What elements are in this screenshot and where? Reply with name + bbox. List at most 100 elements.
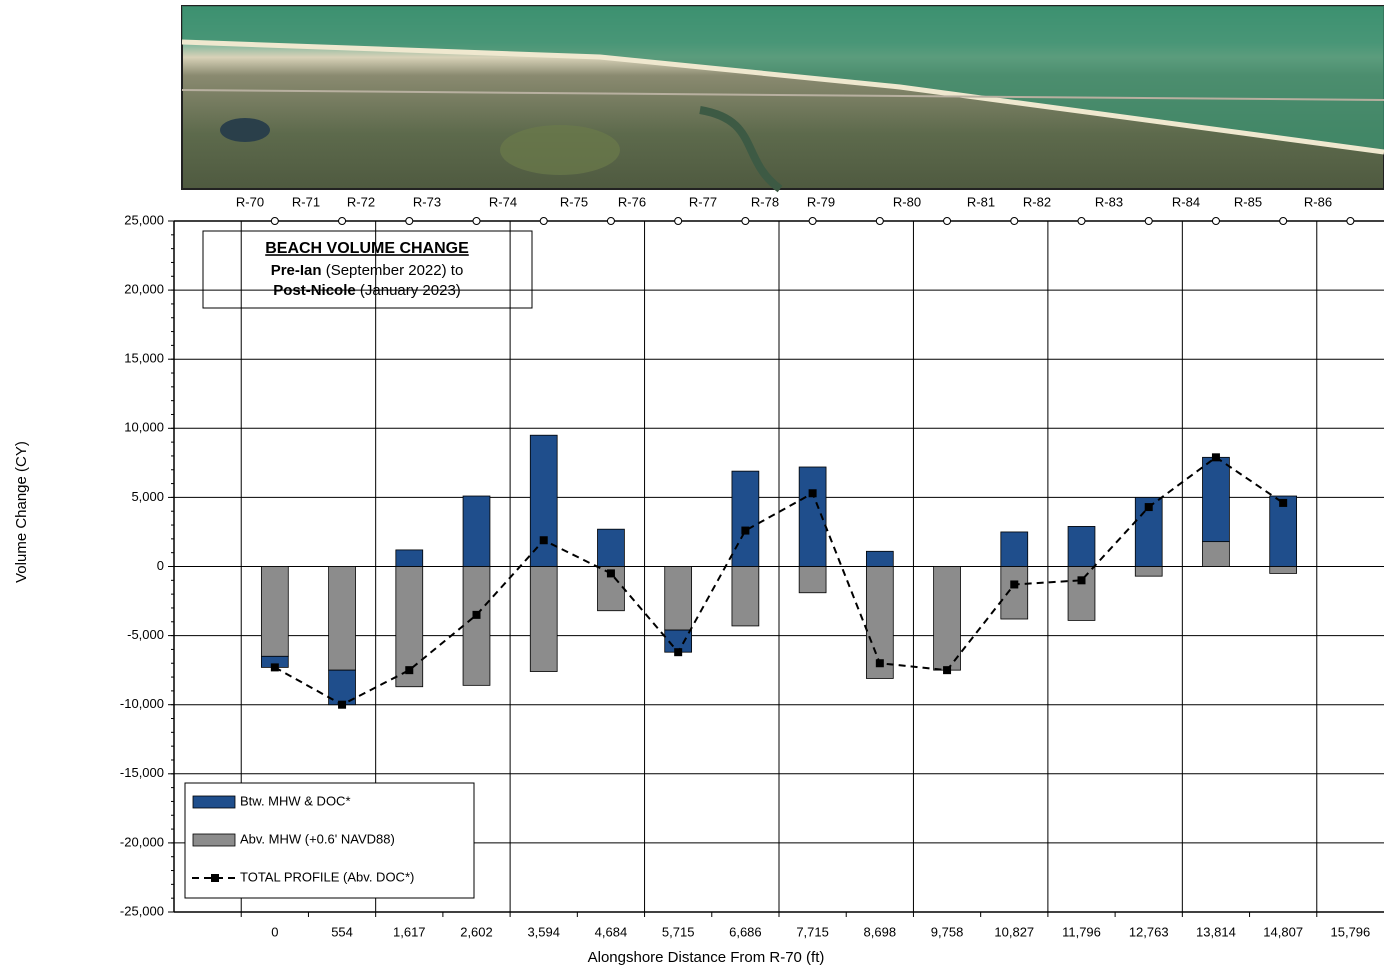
profile-marker (808, 217, 817, 225)
legend-marker (211, 874, 219, 882)
bar (933, 566, 961, 671)
y-tick-label: 15,000 (124, 351, 164, 366)
subtitle: Pre-Ian (September 2022) to (271, 262, 464, 279)
bar (462, 566, 491, 686)
x-tick-label: 0 (271, 924, 278, 939)
y-tick-label: -25,000 (120, 903, 164, 918)
y-tick-label: -5,000 (127, 627, 164, 642)
bar (1067, 566, 1096, 621)
line-marker (943, 666, 952, 675)
profile-label: R-80 (893, 194, 921, 209)
y-tick-label: -15,000 (120, 765, 164, 780)
line (274, 456, 1284, 706)
bar (1067, 526, 1096, 567)
line-marker (1077, 576, 1086, 585)
profile-marker (338, 217, 347, 225)
bar (1269, 566, 1298, 574)
y-axis-label: Volume Change (CY) (13, 441, 30, 583)
x-tick-label: 9,758 (931, 924, 964, 939)
legend-label: TOTAL PROFILE (Abv. DOC*) (240, 869, 414, 884)
profile-label: R-82 (1023, 194, 1051, 209)
chart-title: BEACH VOLUME CHANGE (265, 240, 469, 257)
profile-marker (539, 217, 548, 225)
y-tick-label: 25,000 (124, 212, 164, 227)
line-marker (875, 659, 884, 668)
bar (664, 566, 693, 631)
bar (1000, 566, 1029, 620)
x-tick-label: 12,763 (1129, 924, 1169, 939)
x-axis-label: Alongshore Distance From R-70 (ft) (588, 949, 825, 966)
x-tick-label: 15,796 (1331, 924, 1371, 939)
profile-marker (1279, 217, 1288, 225)
aerial-photo (181, 5, 1384, 193)
profile-marker (472, 217, 481, 225)
profile-label: R-78 (751, 194, 779, 209)
line-marker (741, 526, 750, 535)
y-tick-label: 20,000 (124, 282, 164, 297)
bar (1000, 531, 1029, 567)
profile-marker (1346, 217, 1355, 225)
line-marker (1279, 498, 1288, 507)
bar (462, 495, 491, 567)
x-tick-label: 10,827 (994, 924, 1034, 939)
profile-label: R-77 (689, 194, 717, 209)
line-marker (1010, 580, 1019, 589)
profile-marker (1211, 217, 1220, 225)
profile-label: R-81 (967, 194, 995, 209)
subtitle-bold: Pre-Ian (271, 262, 322, 279)
bar (865, 550, 894, 567)
profile-label: R-72 (347, 194, 375, 209)
bar (1202, 541, 1230, 567)
profile-label: R-83 (1095, 194, 1123, 209)
profile-label: R-79 (807, 194, 835, 209)
bar (529, 566, 558, 672)
x-tick-label: 14,807 (1263, 924, 1303, 939)
profile-marker (1077, 217, 1086, 225)
x-tick-label: 7,715 (796, 924, 829, 939)
x-tick-label: 11,796 (1062, 924, 1101, 939)
bar (731, 566, 760, 627)
title-box (202, 230, 533, 309)
profile-marker (606, 217, 615, 225)
profile-label: R-76 (618, 194, 646, 209)
bar (328, 566, 356, 671)
x-tick-label: 1,617 (393, 924, 426, 939)
line-marker (539, 536, 548, 545)
legend-label: Btw. MHW & DOC* (240, 793, 351, 808)
bar (395, 549, 424, 567)
profile-marker (1144, 217, 1153, 225)
legend-swatch (192, 833, 236, 847)
legend-label: Abv. MHW (+0.6' NAVD88) (240, 831, 395, 846)
line-marker (338, 700, 347, 709)
profile-marker (1010, 217, 1019, 225)
x-tick-label: 6,686 (729, 924, 762, 939)
line-marker (808, 489, 817, 498)
y-tick-label: 5,000 (131, 489, 164, 504)
x-tick-label: 3,594 (527, 924, 560, 939)
y-tick-label: -10,000 (120, 696, 164, 711)
bar (1202, 456, 1230, 543)
y-tick-label: 0 (157, 558, 164, 573)
profile-marker (875, 217, 884, 225)
x-tick-label: 554 (331, 924, 353, 939)
line-marker (1211, 453, 1220, 462)
profile-label: R-75 (560, 194, 588, 209)
x-tick-label: 5,715 (662, 924, 695, 939)
legend: Btw. MHW & DOC* Abv. MHW (+0.6' NAVD88) TO… (184, 782, 475, 899)
profile-marker (405, 217, 414, 225)
profile-marker (270, 217, 279, 225)
profile-label: R-70 (236, 194, 264, 209)
bar (731, 470, 760, 567)
bar (798, 566, 827, 594)
profile-label: R-86 (1304, 194, 1332, 209)
bar (260, 566, 289, 657)
bar (529, 434, 558, 567)
line-marker (606, 569, 615, 578)
y-tick-label: -20,000 (120, 834, 164, 849)
profile-label: R-85 (1234, 194, 1262, 209)
profile-label: R-71 (292, 194, 320, 209)
x-tick-label: 4,684 (595, 924, 628, 939)
line-marker (1144, 503, 1153, 512)
y-tick-label: 10,000 (124, 420, 164, 435)
